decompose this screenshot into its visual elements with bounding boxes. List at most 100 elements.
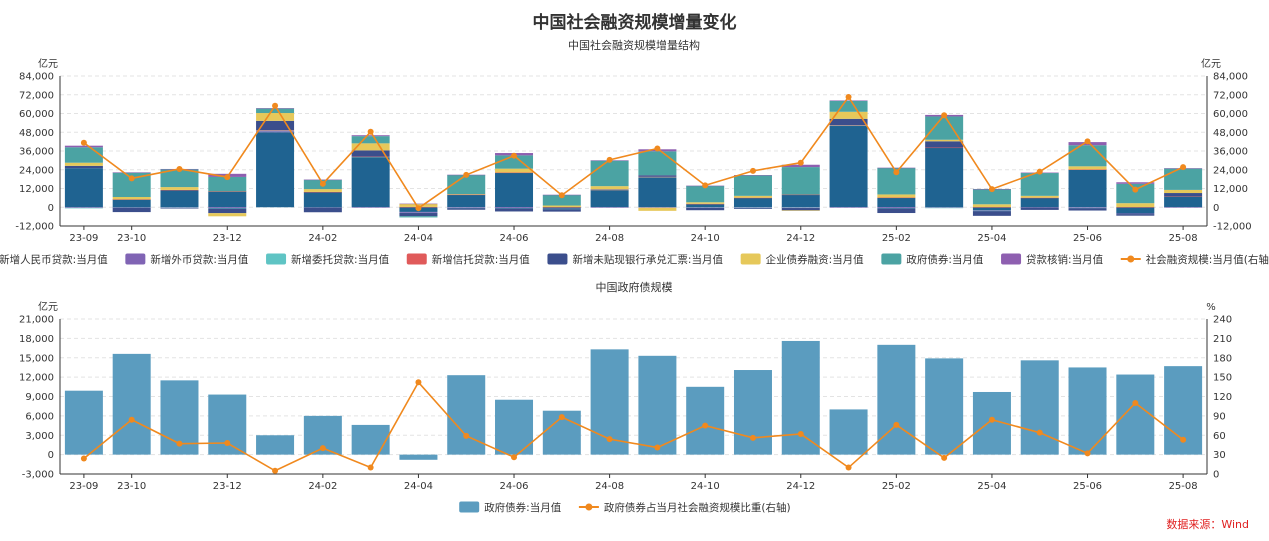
gov-bond-bar [351,424,390,455]
y-tick-label: 3,000 [25,431,54,442]
x-tick-label: 24-04 [404,481,433,492]
bar-fx [542,208,581,210]
y2-tick-label: 12,000 [1213,184,1248,195]
bar-bill [1020,207,1059,210]
bar-trust [733,197,772,199]
y2-tick-label: 90 [1213,411,1226,422]
bar-gov [256,108,295,114]
share-point [845,464,852,471]
bar-fx [1068,207,1107,208]
bar-bond [447,194,486,195]
x-tick-label: 24-12 [786,481,815,492]
bar-fx [925,207,964,208]
bar-rmb [925,147,964,208]
total-point [893,169,900,176]
gov-bond-bar [733,370,772,455]
bar-gov [829,100,868,112]
share-point [1036,429,1043,436]
legend-label: 企业债券融资:当月值 [766,253,865,266]
y2-tick-label: 72,000 [1213,90,1248,101]
total-point [654,145,661,152]
bar-fx [781,207,820,208]
x-tick-label: 23-09 [69,481,98,492]
x-tick-label: 23-12 [213,481,242,492]
y-unit-left: 亿元 [38,300,58,313]
bar-entrust [64,207,103,209]
share-point [558,414,565,421]
bar-fx [256,131,295,133]
y2-tick-label: 210 [1213,334,1232,345]
x-tick-label: 25-04 [977,233,1006,244]
total-point [1132,186,1139,193]
x-tick-label: 23-12 [213,233,242,244]
share-point [319,445,326,452]
bar-rmb [1020,197,1059,208]
bar-trust [972,207,1011,208]
x-tick-label: 23-09 [69,233,98,244]
bar-entrust [781,207,820,209]
bar-bill [542,209,581,212]
gov-bond-bar [829,409,868,455]
y2-tick-label: 36,000 [1213,147,1248,158]
legend-label: 新增未贴现银行承兑汇票:当月值 [572,253,723,266]
y-tick-label: 48,000 [19,128,54,139]
legend-label: 政府债券:当月值 [906,253,984,266]
bar-fx [160,207,199,208]
bar-rmb [972,207,1011,211]
share-point [367,464,374,471]
y2-tick-label: 180 [1213,353,1232,364]
bar-gov [399,216,438,218]
bar-entrust [877,208,916,209]
bar-bond [160,187,199,190]
bar-gov [925,116,964,140]
y2-tick-label: 150 [1213,373,1232,384]
bar-bill [925,141,964,148]
bar-fx [447,207,486,208]
x-tick-label: 24-06 [499,481,528,492]
bar-rmb [1068,169,1107,208]
share-line [83,380,1184,472]
total-point [702,182,709,189]
bar-rmb [208,191,247,208]
bar-bill [829,118,868,126]
bar-bond [972,204,1011,208]
y2-tick-label: 60 [1213,431,1226,442]
bar-fx [638,207,677,208]
bar-trust [495,172,534,174]
bar-rmb [781,194,820,208]
bar-rmb [638,177,677,208]
bar-rmb [160,190,199,208]
bar-trust [542,207,581,208]
bar-trust [112,199,151,200]
legend-swatch [585,503,593,511]
total-point [415,205,422,212]
total-point [224,174,231,181]
bar-gov [160,169,199,188]
bar-bond [781,210,820,211]
share-point [654,444,661,451]
bar-rmb [733,197,772,208]
y-tick-label: 21,000 [19,315,54,326]
share-point [80,455,87,462]
bar-rmb [351,157,390,208]
chart1-title: 中国社会融资规模增量结构 [568,38,700,52]
gov-bond-bar [447,375,486,455]
bar-bond [638,207,677,211]
share-point [749,434,756,441]
share-point [463,432,470,439]
bar-write_off [303,179,342,181]
bar-trust [1068,169,1107,170]
total-point [1084,138,1091,145]
bar-gov [64,147,103,163]
bar-gov [733,175,772,196]
legend-swatch [1001,253,1022,265]
bar-rmb [112,199,151,208]
bar-gov [590,160,629,187]
bar-rmb [447,194,486,208]
bar-bill [877,208,916,214]
y2-tick-label: -12,000 [1213,222,1252,233]
bar-bill [112,207,151,213]
gov-bond-bar [781,340,820,455]
y2-tick-label: 0 [1213,203,1219,214]
bar-fx [1164,207,1203,208]
